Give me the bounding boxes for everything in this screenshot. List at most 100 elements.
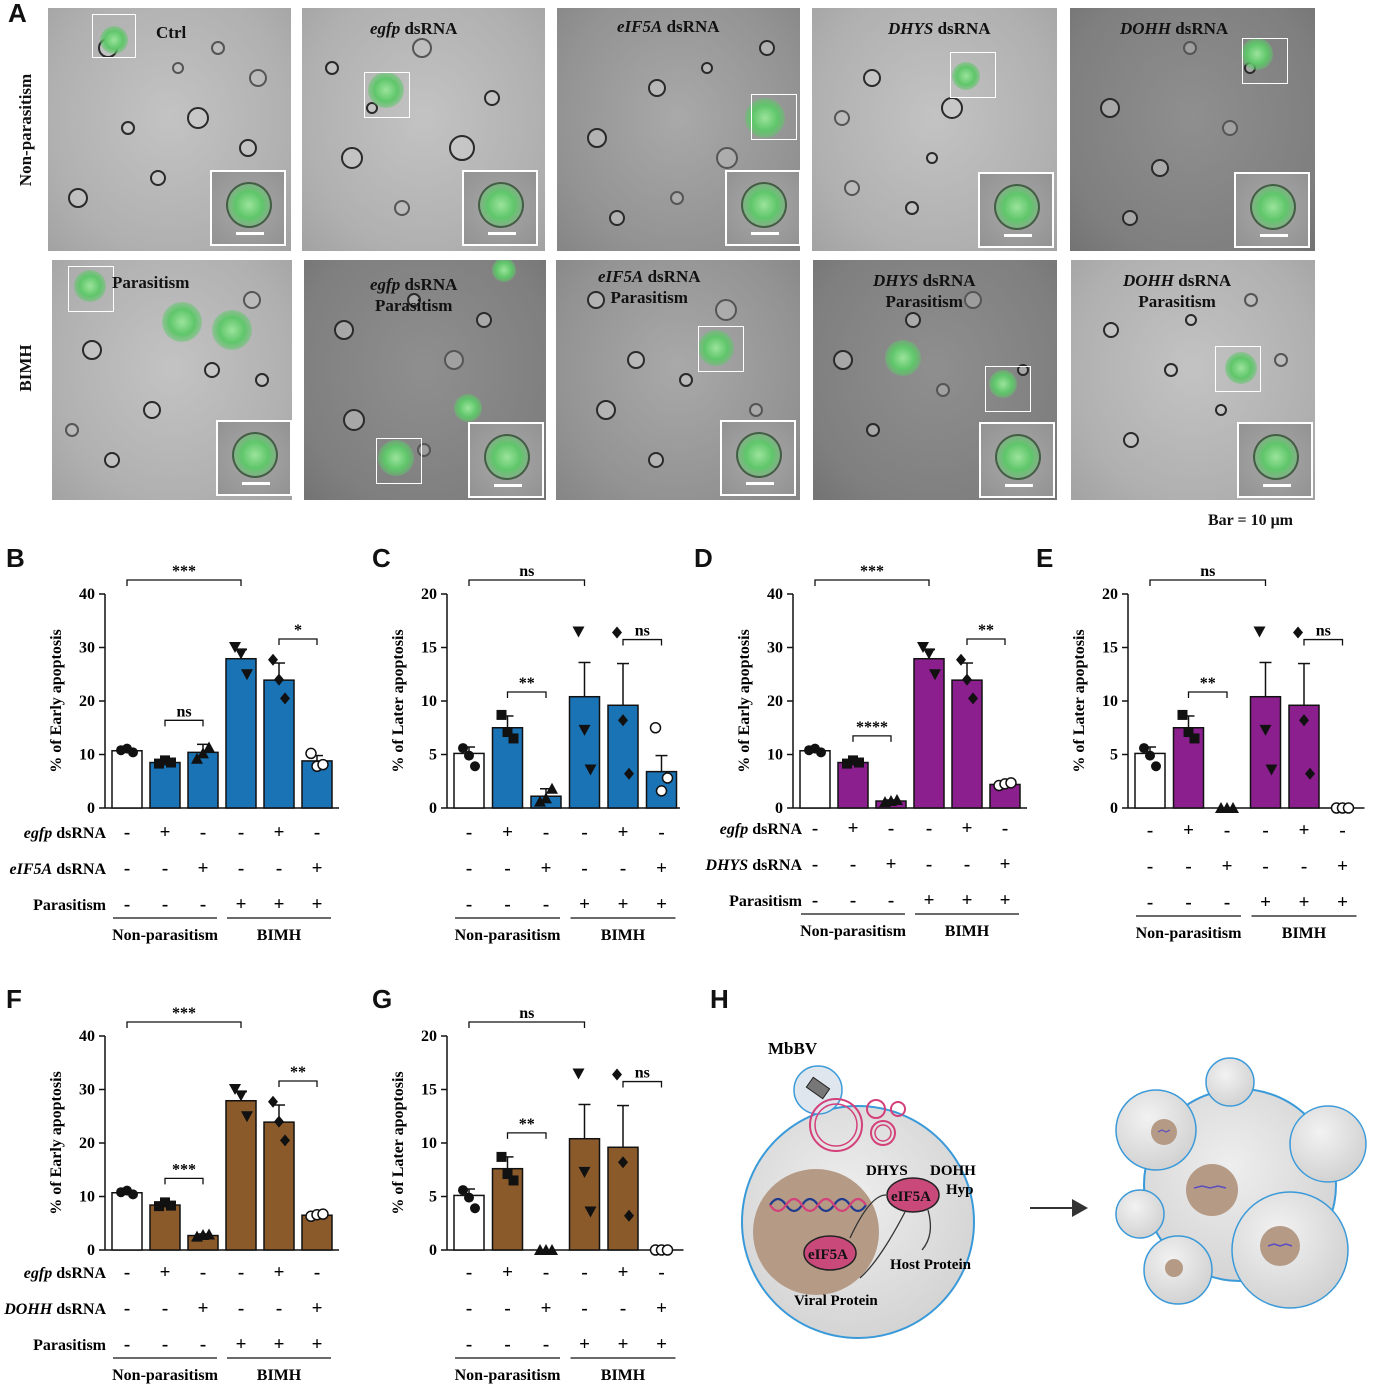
factor-sign: - (543, 1334, 549, 1355)
data-point (584, 764, 597, 776)
factor-sign: - (162, 1334, 168, 1355)
significance-label: *** (860, 563, 884, 580)
title-gene: eIF5A (617, 17, 663, 36)
nucleus (753, 1169, 879, 1295)
fragment-dna-1 (1193, 1185, 1227, 1189)
chart-b-early-apoptosis-eif5a: 0 10 20 30 40 % of Early apoptosis *** ns * - + - - +… (10, 563, 339, 944)
significance-label: ns (635, 623, 650, 640)
hemocyte (941, 97, 963, 119)
row-label-bimh: BIMH (16, 344, 35, 392)
hemocyte (412, 38, 432, 58)
factor-sign: + (160, 1262, 171, 1283)
data-point (496, 709, 507, 720)
data-point (618, 1156, 628, 1169)
data-point (464, 750, 474, 761)
scale-bar (746, 482, 774, 485)
hemocyte (1100, 98, 1120, 118)
significance-bracket (164, 1177, 204, 1185)
y-tick-label: 20 (421, 1028, 437, 1045)
factor-sign: + (160, 822, 171, 843)
hemocyte (476, 312, 492, 328)
hyp-label: Hyp (946, 1182, 974, 1198)
bar (149, 761, 181, 809)
bar (149, 1204, 181, 1251)
hemocyte (1215, 404, 1227, 416)
data-point (917, 641, 929, 653)
chart-e-later-apoptosis-dhys: 0 5 10 15 20 % of Later apoptosis ns ** ns - + - - + -… (1071, 563, 1365, 942)
y-tick-label: 15 (421, 640, 437, 657)
significance-bracket (126, 579, 242, 586)
factor-sign: - (543, 822, 549, 843)
group-label: BIMH (257, 1367, 302, 1384)
data-point (1305, 767, 1315, 780)
data-point (241, 1111, 253, 1123)
factor-sign: + (312, 1334, 323, 1355)
micrograph-2: egfp dsRNA (302, 8, 545, 251)
significance-label: *** (172, 1005, 196, 1022)
factor-label: egfp dsRNA (24, 1265, 107, 1282)
factor-sign: + (618, 894, 629, 915)
significance-bracket (468, 1021, 586, 1028)
scale-bar (1004, 234, 1032, 237)
hemocyte (670, 191, 684, 205)
data-point (229, 1083, 241, 1095)
factor-sign: - (1224, 820, 1230, 841)
hemocyte (1017, 364, 1029, 376)
factor-sign: - (658, 822, 664, 843)
title-text: Parasitism (112, 273, 190, 292)
data-point (229, 641, 241, 653)
data-point (470, 761, 480, 772)
data-point (317, 758, 329, 771)
micrograph-5: DOHH dsRNA (1070, 8, 1315, 251)
micrograph-title: eIF5A dsRNA Parasitism (598, 266, 701, 308)
y-axis-label: % of Early apoptosis (736, 629, 753, 773)
data-point (956, 653, 966, 666)
significance-label: *** (172, 563, 196, 580)
factor-sign: - (466, 1298, 472, 1319)
significance-label: ns (176, 703, 191, 720)
hemocyte (1103, 322, 1119, 338)
data-point (1259, 724, 1272, 736)
micrograph-title: DOHH dsRNA Parasitism (1123, 270, 1231, 312)
factor-gene: egfp (24, 825, 52, 842)
hemocyte (1185, 314, 1197, 326)
data-point (572, 626, 585, 638)
factor-sign: - (850, 890, 856, 911)
factor-sign: + (274, 1262, 285, 1283)
factor-sign: + (312, 1298, 323, 1319)
hemocyte (1123, 432, 1139, 448)
factor-gene: DOHH (3, 1301, 53, 1318)
data-point (235, 1090, 247, 1102)
factor-sign: + (618, 1262, 629, 1283)
factor-sign: + (1183, 820, 1194, 841)
zoom-inset (1237, 422, 1313, 498)
factor-sign: - (124, 1298, 130, 1319)
y-tick-label: 30 (79, 1082, 95, 1099)
factor-sign: - (926, 854, 932, 875)
factor-sign: - (504, 894, 510, 915)
y-tick-label: 0 (87, 800, 95, 817)
y-tick-label: 30 (767, 640, 783, 657)
bar (453, 752, 485, 809)
y-tick-label: 10 (1102, 693, 1118, 710)
zoomed-hemocyte (232, 432, 278, 478)
data-point (540, 792, 552, 804)
factor-sign: - (124, 1334, 130, 1355)
hemocyte (366, 102, 378, 114)
factor-sign: - (620, 858, 626, 879)
hemocyte (249, 69, 267, 87)
factor-sign: - (238, 1298, 244, 1319)
fluorescent-hemocyte (454, 394, 482, 422)
zoom-inset (216, 420, 292, 496)
factor-sign: + (198, 1298, 209, 1319)
y-tick-label: 20 (79, 693, 95, 710)
apoptotic-bleb-small-left (1115, 1189, 1165, 1239)
data-point (280, 692, 290, 705)
y-tick-label: 20 (421, 586, 437, 603)
zoomed-hemocyte (226, 182, 272, 228)
y-tick-label: 5 (429, 1189, 437, 1206)
data-point (508, 733, 519, 744)
data-point (166, 757, 176, 768)
y-tick-label: 20 (79, 1135, 95, 1152)
significance-bracket (126, 1021, 242, 1028)
